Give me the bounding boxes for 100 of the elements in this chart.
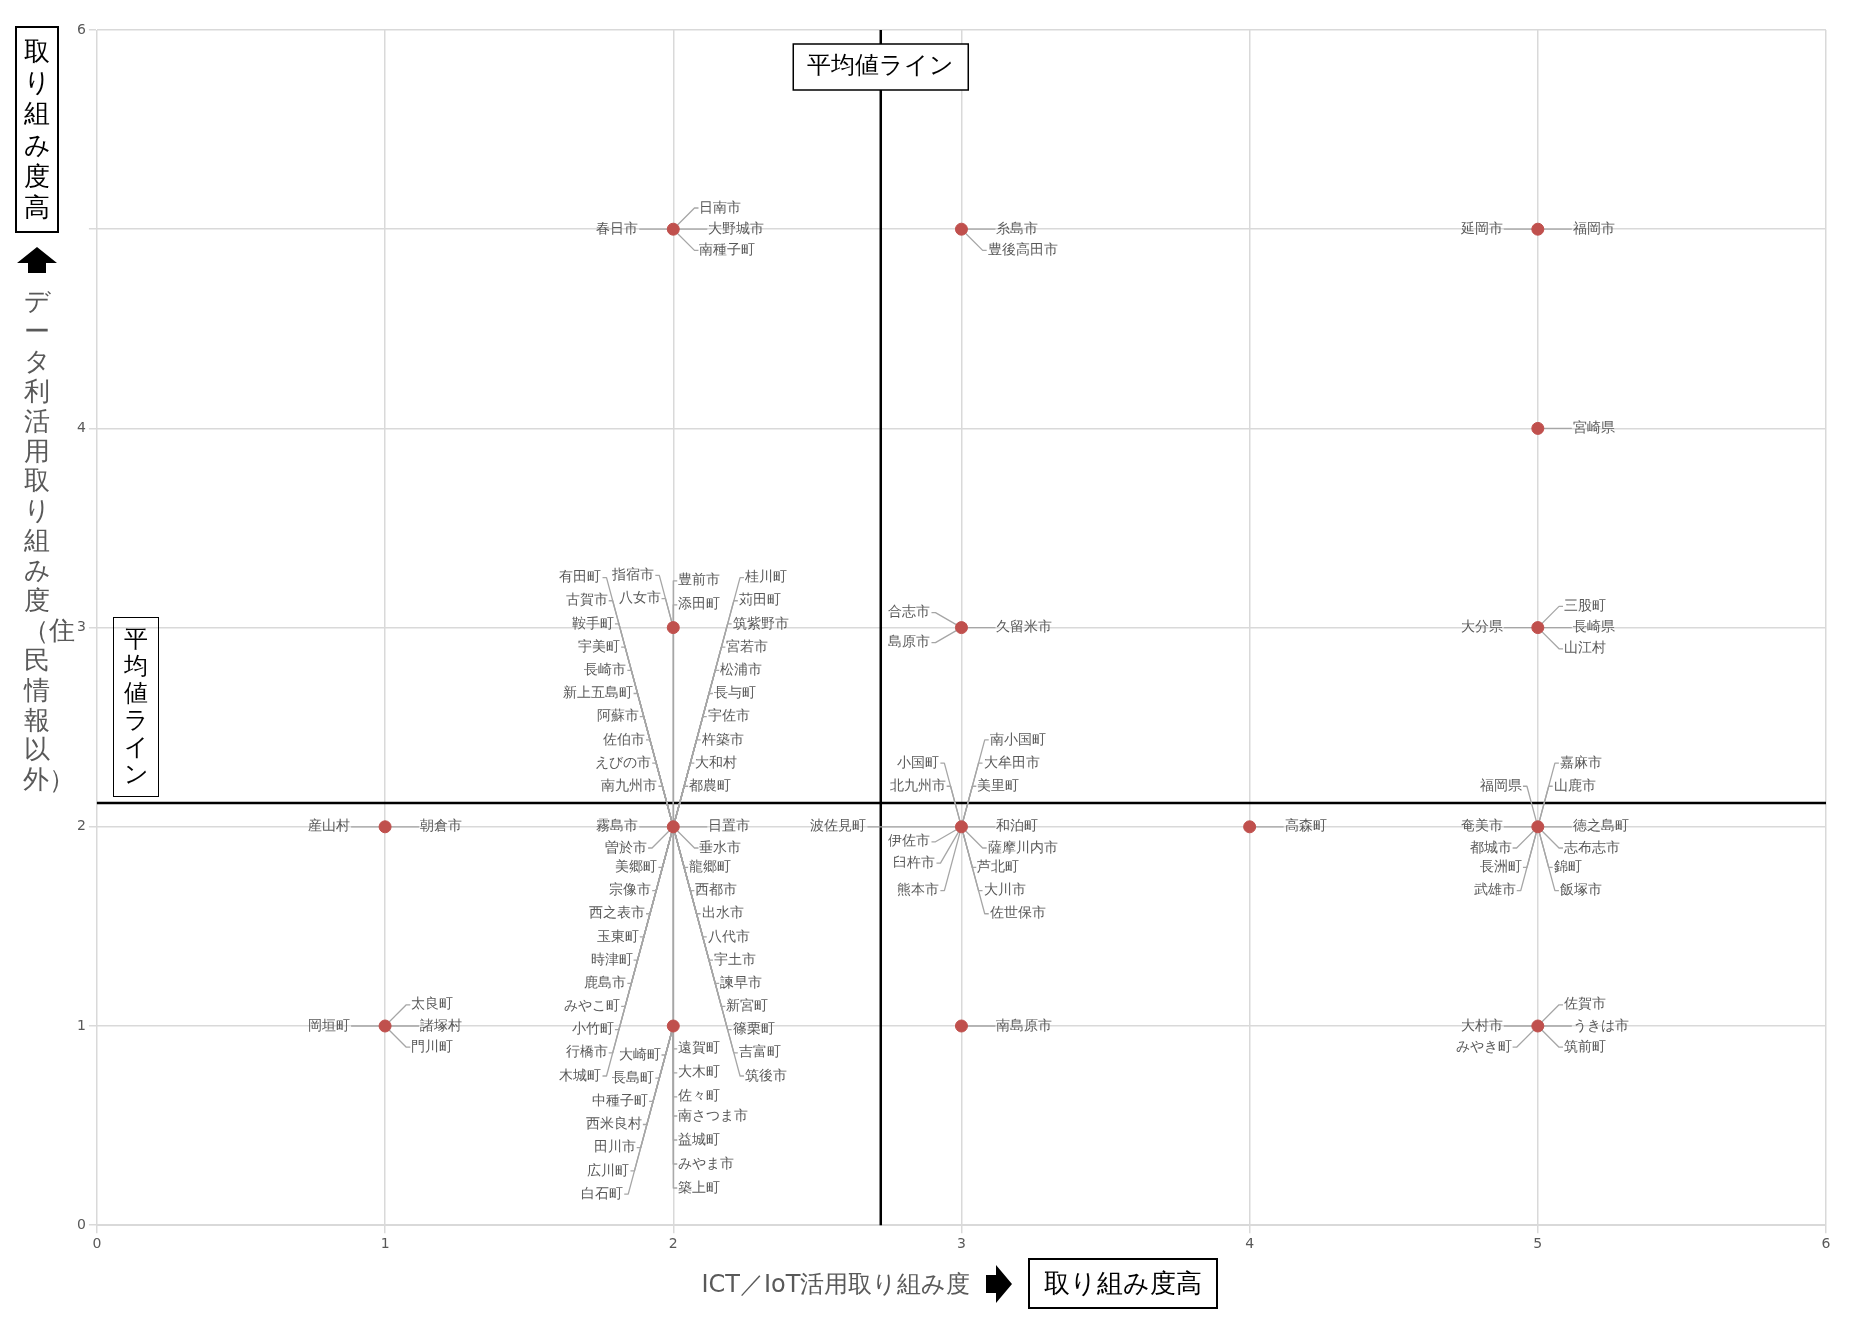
y-tick-label: 0: [76, 1215, 86, 1232]
annotation: 糸島市: [996, 219, 1039, 236]
annotation: 豊前市: [678, 571, 721, 588]
x-axis-title: ICT／IoT活用取り組み度: [701, 1268, 971, 1300]
annotation: 出水市: [701, 904, 744, 921]
annotation: 山江村: [1564, 639, 1607, 656]
annotation: 筑前町: [1564, 1037, 1607, 1054]
annotation: 芦北町: [977, 858, 1020, 875]
annotation: 大野城市: [708, 219, 765, 236]
annotation: 宇美町: [578, 637, 621, 654]
annotation: 伊佐市: [888, 832, 931, 849]
x-tick-label: 1: [380, 1235, 390, 1252]
annotation: 南島原市: [996, 1016, 1053, 1033]
annotation: 岡垣町: [308, 1016, 351, 1033]
text: 取り組み度高: [15, 26, 59, 234]
annotation: 筑後市: [745, 1066, 788, 1083]
annotation: 徳之島町: [1572, 817, 1629, 834]
annotation: 朝倉市: [420, 817, 463, 834]
annotation: 八女市: [618, 589, 661, 606]
annotation: 門川町: [411, 1037, 454, 1054]
ref-line-label: 平均値ライン: [112, 616, 159, 797]
annotation: 玉東町: [596, 927, 639, 944]
annotation: 日南市: [699, 198, 742, 215]
x-tick-label: 2: [668, 1235, 678, 1252]
annotation: 霧島市: [596, 817, 639, 834]
annotation: 和泊町: [996, 817, 1039, 834]
annotation: 日置市: [708, 817, 751, 834]
annotation: 宮若市: [726, 637, 769, 654]
annotation: 南小国町: [989, 730, 1046, 747]
annotation: 佐々町: [678, 1087, 721, 1104]
annotation: 三股町: [1564, 597, 1607, 614]
annotation: 指宿市: [611, 566, 655, 583]
annotation: 鹿島市: [584, 973, 627, 990]
annotation: 高森町: [1284, 817, 1327, 834]
annotation: 中種子町: [592, 1091, 649, 1108]
annotation: 熊本市: [897, 881, 940, 898]
annotation: 大川市: [983, 881, 1026, 898]
annotation: 広川町: [587, 1161, 630, 1178]
annotation: 福岡県: [1479, 776, 1522, 793]
annotation: 大和村: [695, 753, 738, 770]
annotation: 杵築市: [700, 730, 744, 747]
annotation: 山鹿市: [1553, 776, 1596, 793]
annotation: 薩摩川内市: [987, 838, 1058, 855]
annotation: 長与町: [713, 684, 756, 701]
y-tick-label: 1: [76, 1016, 86, 1033]
annotation: 南九州市: [601, 776, 658, 793]
x-tick-label: 3: [956, 1235, 966, 1252]
annotation: 太良町: [411, 995, 454, 1012]
annotation: 都城市: [1469, 838, 1512, 855]
annotation: 波佐見町: [810, 817, 867, 834]
annotation: 久留米市: [996, 618, 1053, 635]
annotation: みやこ町: [564, 997, 621, 1014]
annotation: えびの市: [595, 753, 652, 770]
annotation: 桂川町: [744, 568, 788, 585]
annotation: 小竹町: [571, 1020, 614, 1037]
text: データ利活用取り組み度（住民情報以外）: [23, 286, 75, 795]
annotation: 嘉麻市: [1559, 753, 1602, 770]
ref-line-label: 平均値ライン: [807, 51, 955, 80]
x-tick-label: 4: [1245, 1235, 1255, 1252]
annotation: 大分県: [1460, 618, 1503, 635]
annotation: 臼杵市: [893, 853, 936, 870]
annotation: 木城町: [559, 1066, 602, 1083]
y-tick-label: 3: [76, 618, 86, 635]
annotation: 時津町: [590, 950, 633, 967]
annotation: 益城町: [678, 1130, 721, 1147]
annotation: 西米良村: [585, 1115, 642, 1132]
annotation: 美里町: [977, 776, 1020, 793]
annotation: 添田町: [678, 595, 721, 612]
annotation: 古賀市: [565, 591, 608, 608]
annotation: 西都市: [695, 881, 738, 898]
annotation: 宗像市: [609, 881, 652, 898]
annotation: 美郷町: [615, 858, 658, 875]
annotation: 南さつま市: [678, 1106, 749, 1123]
annotation: 篠栗町: [732, 1020, 775, 1037]
annotation: 福岡市: [1572, 219, 1615, 236]
annotation: 白石町: [581, 1184, 624, 1201]
annotation: 豊後高田市: [987, 241, 1058, 258]
annotation: 延岡市: [1459, 219, 1503, 236]
annotation: 武雄市: [1473, 881, 1516, 898]
annotation: 北九州市: [889, 776, 946, 793]
annotation: 新上五島町: [562, 684, 633, 701]
annotation: 飯塚市: [1559, 881, 1602, 898]
annotation: 吉富町: [738, 1043, 781, 1060]
annotation: 佐世保市: [989, 904, 1046, 921]
annotation: 田川市: [593, 1138, 636, 1155]
annotation: 大木町: [678, 1063, 721, 1080]
annotation: 長崎県: [1572, 618, 1615, 635]
annotation: 遠賀町: [678, 1039, 721, 1056]
annotation: 長崎市: [584, 660, 627, 677]
annotation: 曽於市: [605, 838, 648, 855]
annotation: 大村市: [1460, 1016, 1503, 1033]
x-tick-label: 0: [92, 1235, 102, 1252]
annotation: 行橋市: [565, 1043, 608, 1060]
annotation: 西之表市: [588, 904, 645, 921]
annotation: 都農町: [689, 776, 732, 793]
annotation: 南種子町: [699, 241, 756, 258]
annotation: 新宮町: [726, 997, 769, 1014]
annotation: 諫早市: [720, 973, 763, 990]
annotation: 小国町: [897, 753, 940, 770]
annotation: みやき町: [1455, 1037, 1512, 1054]
